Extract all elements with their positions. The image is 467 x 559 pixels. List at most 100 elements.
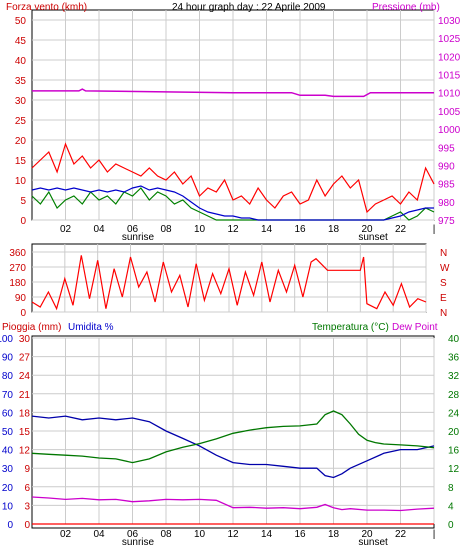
wind-tick-label: 5 (20, 196, 26, 207)
sunset-label-bottom: sunset (358, 537, 388, 548)
sunrise-label-bottom: sunrise (122, 537, 155, 548)
pressure-tick-label: 1000 (438, 125, 461, 136)
temperature-tick-label: 0 (448, 520, 454, 531)
sunset-label: sunset (358, 232, 388, 243)
pressure-tick-label: 1025 (438, 34, 461, 45)
wind-x-tick-label: 22 (395, 224, 407, 235)
compass-label: S (440, 278, 447, 289)
wind-series-line-3 (31, 185, 434, 221)
temp-x-tick-label: | (433, 529, 436, 540)
temperature-tick-label: 8 (448, 483, 454, 494)
rain-tick-label: 6 (24, 483, 30, 494)
wind-tick-label: 0 (20, 216, 26, 227)
wind-series-line-0 (32, 88, 434, 98)
humidity-tick-label: 0 (7, 520, 13, 531)
pressure-tick-label: 1010 (438, 89, 461, 100)
temp-series-line-1 (31, 410, 435, 464)
direction-tick-label: 0 (20, 308, 26, 319)
wind-tick-label: 40 (15, 56, 27, 67)
rain-tick-label: 30 (19, 334, 31, 345)
temp-x-tick-label: 06 (127, 529, 139, 540)
wind-x-tick-label: 08 (160, 224, 172, 235)
direction-panel-series (31, 255, 427, 311)
rain-tick-label: 12 (19, 446, 31, 457)
temp-panel-series (31, 410, 435, 525)
wind-axis-label: Forza vento (kmh) (6, 2, 87, 13)
temp-x-tick-label: 14 (261, 529, 273, 540)
humidity-tick-label: 50 (2, 427, 14, 438)
humidity-tick-label: 30 (2, 464, 14, 475)
wind-x-tick-label: 02 (60, 224, 72, 235)
temp-x-tick-label: 04 (93, 529, 105, 540)
chart-title: 24 hour graph day : 22 Aprile 2009 (172, 2, 326, 13)
direction-tick-label: 270 (9, 263, 26, 274)
wind-x-tick-label: 14 (261, 224, 273, 235)
temp-series-line-0 (31, 415, 435, 479)
wind-tick-label: 50 (15, 16, 27, 27)
temperature-tick-label: 32 (448, 371, 460, 382)
rain-tick-label: 9 (24, 464, 30, 475)
compass-label: W (440, 263, 450, 274)
wind-x-tick-label: 12 (227, 224, 239, 235)
wind-x-tick-label: 20 (361, 224, 373, 235)
wind-tick-label: 10 (15, 176, 27, 187)
rain-tick-label: 3 (24, 501, 30, 512)
temperature-humidity-panel: 0102030405060708090100 03691215182124273… (0, 322, 460, 548)
wind-series-line-1 (31, 142, 435, 214)
temperature-tick-label: 20 (448, 427, 460, 438)
wind-x-tick-label: 10 (194, 224, 206, 235)
temperature-tick-label: 24 (448, 408, 460, 419)
rain-tick-label: 15 (19, 427, 31, 438)
wind-x-axis: 02 04 06 08 10 12 14 16 18 20 22 | (60, 224, 435, 235)
wind-x-tick-label: | (433, 224, 436, 235)
pressure-axis-label: Pressione (mb) (372, 2, 440, 13)
pressure-tick-label: 990 (438, 161, 455, 172)
wind-left-axis: 0 5 10 15 20 25 30 35 40 45 50 (15, 16, 27, 227)
rain-left-axis: 0 3 6 9 12 15 18 21 24 27 30 (19, 334, 31, 531)
rain-tick-label: 27 (19, 353, 31, 364)
wind-x-tick-label: 16 (294, 224, 306, 235)
rain-tick-label: 18 (19, 408, 31, 419)
temp-x-tick-label: 12 (227, 529, 239, 540)
pressure-right-axis: 975 980 985 990 995 1000 1005 1010 1015 1020 1025 1… (438, 16, 461, 227)
wind-x-tick-label: 06 (127, 224, 139, 235)
humidity-tick-label: 10 (2, 501, 14, 512)
temp-x-axis: 02 04 06 08 10 12 14 16 18 20 22 | (60, 529, 435, 540)
pressure-tick-label: 980 (438, 198, 455, 209)
pressure-tick-label: 1030 (438, 16, 461, 27)
rain-tick-label: 24 (19, 371, 31, 382)
dewpoint-axis-label: Dew Point (392, 322, 438, 333)
temperature-tick-label: 16 (448, 446, 460, 457)
compass-label: E (440, 293, 447, 304)
pressure-tick-label: 1015 (438, 71, 461, 82)
pressure-tick-label: 975 (438, 216, 455, 227)
temp-x-tick-label: 08 (160, 529, 172, 540)
sunrise-label: sunrise (122, 232, 155, 243)
temperature-tick-label: 28 (448, 390, 460, 401)
humidity-tick-label: 20 (2, 483, 14, 494)
temperature-axis-label: Temperatura (°C) (312, 322, 389, 333)
direction-left-axis: 0 90 180 270 360 (9, 248, 26, 319)
pressure-tick-label: 995 (438, 143, 455, 154)
wind-tick-label: 45 (15, 36, 27, 47)
pressure-tick-label: 985 (438, 180, 455, 191)
wind-tick-label: 20 (15, 136, 27, 147)
humidity-tick-label: 40 (2, 446, 14, 457)
wind-tick-label: 30 (15, 96, 27, 107)
wind-x-tick-label: 04 (93, 224, 105, 235)
direction-tick-label: 180 (9, 278, 26, 289)
wind-x-tick-label: 18 (328, 224, 340, 235)
direction-series-line (31, 255, 427, 311)
pressure-tick-label: 1020 (438, 52, 461, 63)
humidity-tick-label: 100 (0, 334, 13, 345)
rain-tick-label: 21 (19, 390, 31, 401)
temp-panel-grid (32, 337, 435, 525)
temperature-tick-label: 36 (448, 353, 460, 364)
humidity-axis-label: Umidita % (68, 322, 114, 333)
temp-x-tick-label: 02 (60, 529, 72, 540)
